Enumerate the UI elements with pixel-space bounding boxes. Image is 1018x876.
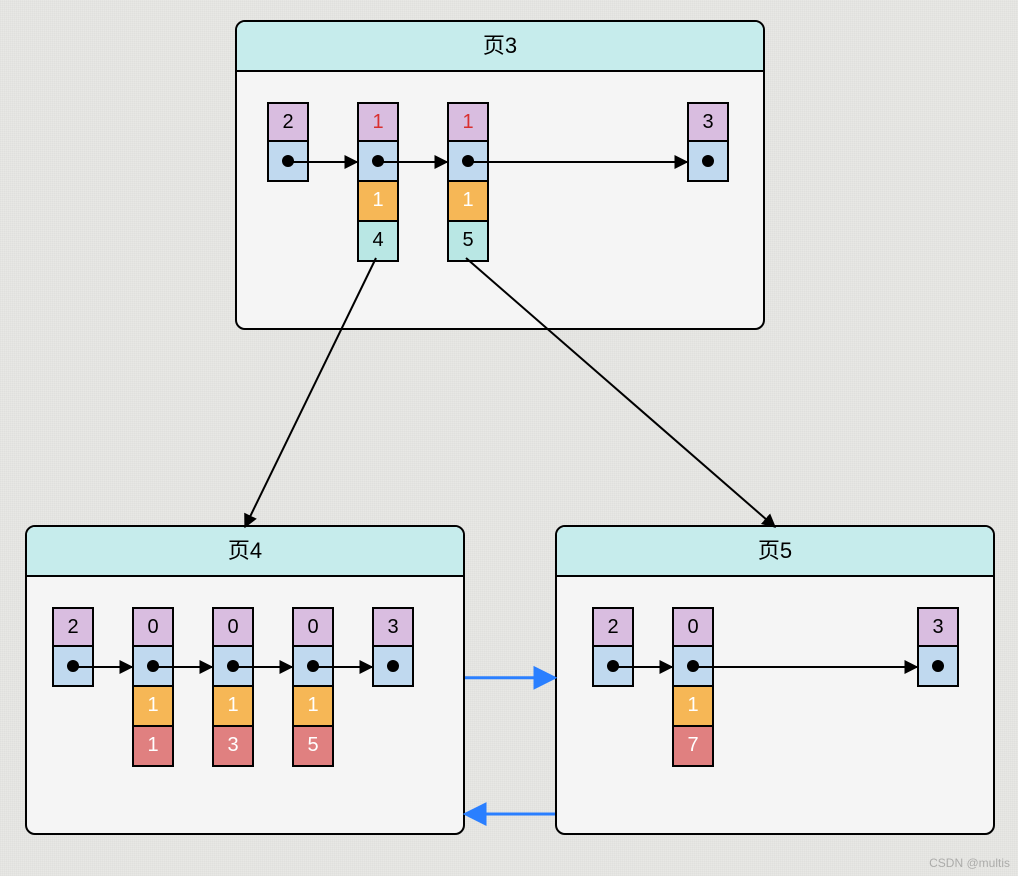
page3-cell — [357, 142, 399, 182]
page4-cell: 2 — [52, 607, 94, 647]
page5-cell — [672, 647, 714, 687]
page3-cell — [447, 142, 489, 182]
page3-body: 21141153 — [237, 72, 763, 330]
page4-cell: 0 — [212, 607, 254, 647]
pointer-dot — [702, 155, 714, 167]
page3-cell: 5 — [447, 222, 489, 262]
page4-cell: 1 — [132, 687, 174, 727]
pointer-dot — [387, 660, 399, 672]
pointer-dot — [282, 155, 294, 167]
page5-body: 20 17 3 — [557, 577, 993, 835]
page4-title: 页4 — [27, 527, 463, 577]
page3-cell: 2 — [267, 102, 309, 142]
watermark: CSDN @multis — [929, 856, 1010, 870]
page4-cell: 3 — [372, 607, 414, 647]
page4-cell: 0 — [292, 607, 334, 647]
pointer-dot — [687, 660, 699, 672]
page5-cell — [592, 647, 634, 687]
page3-cell — [267, 142, 309, 182]
page3-cell — [687, 142, 729, 182]
page3-cell: 1 — [357, 102, 399, 142]
page3-cell: 1 — [447, 182, 489, 222]
page5-container: 页5 20 17 3 — [555, 525, 995, 835]
page5-cell: 7 — [672, 727, 714, 767]
pointer-dot — [932, 660, 944, 672]
page4-cell: 3 — [212, 727, 254, 767]
pointer-dot — [462, 155, 474, 167]
page3-cell: 4 — [357, 222, 399, 262]
page4-cell — [372, 647, 414, 687]
page4-cell: 0 — [132, 607, 174, 647]
page4-cell: 5 — [292, 727, 334, 767]
page4-cell — [52, 647, 94, 687]
page5-cell — [917, 647, 959, 687]
page4-body: 20110130153 — [27, 577, 463, 835]
pointer-dot — [147, 660, 159, 672]
page5-cell: 1 — [672, 687, 714, 727]
pointer-dot — [67, 660, 79, 672]
page5-title: 页5 — [557, 527, 993, 577]
page4-cell: 1 — [132, 727, 174, 767]
pointer-dot — [307, 660, 319, 672]
page3-container: 页321141153 — [235, 20, 765, 330]
page4-cell — [292, 647, 334, 687]
pointer-dot — [607, 660, 619, 672]
page3-cell: 1 — [447, 102, 489, 142]
page4-cell: 1 — [212, 687, 254, 727]
page3-cell: 1 — [357, 182, 399, 222]
page5-cell: 2 — [592, 607, 634, 647]
page4-cell — [132, 647, 174, 687]
page4-cell: 1 — [292, 687, 334, 727]
page3-cell: 3 — [687, 102, 729, 142]
page5-cell: 3 — [917, 607, 959, 647]
page4-container: 页420110130153 — [25, 525, 465, 835]
pointer-dot — [372, 155, 384, 167]
page5-cell: 0 — [672, 607, 714, 647]
page4-cell — [212, 647, 254, 687]
page3-title: 页3 — [237, 22, 763, 72]
pointer-dot — [227, 660, 239, 672]
